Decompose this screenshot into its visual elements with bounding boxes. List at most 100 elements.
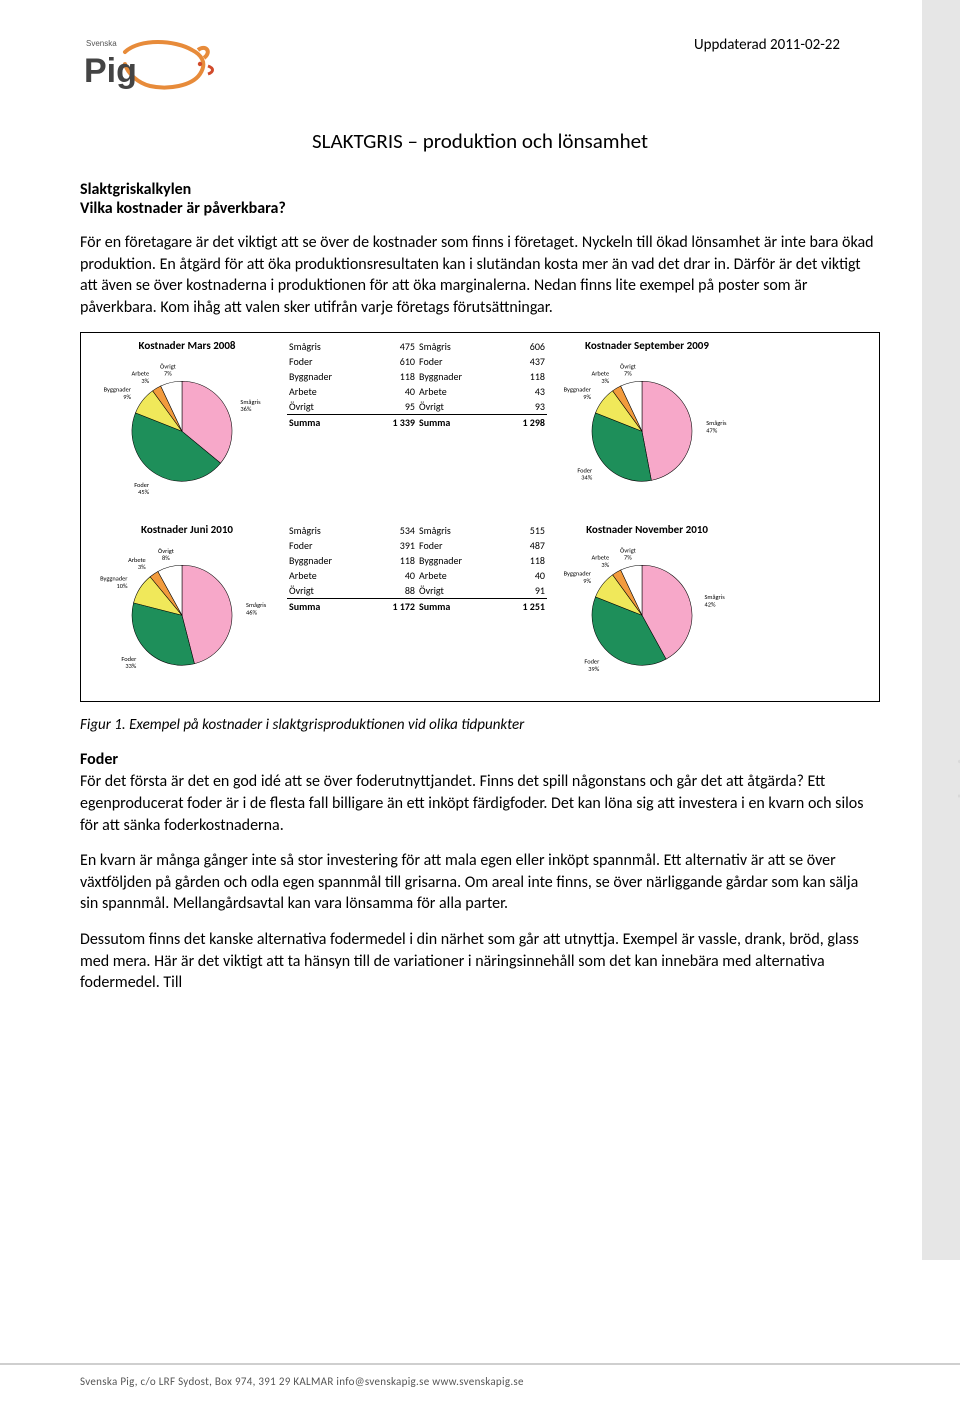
side-url: www.svenskapig.se [952,720,960,907]
svg-text:7%: 7% [624,554,632,562]
pie-panel: Kostnader November 2010 Smågris42%Foder3… [547,523,747,691]
pie-chart-icon: Smågris46%Foder33%Byggnader10%Arbete3%Öv… [87,538,277,688]
cost-value: 91 [500,583,547,599]
cost-value: 487 [500,538,547,553]
cost-table: Smågris606Foder437Byggnader118Arbete43Öv… [417,339,547,507]
cost-value: 118 [370,553,417,568]
pie-title: Kostnader Mars 2008 [87,339,287,352]
cost-value: 391 [370,538,417,553]
pie-title: Kostnader Juni 2010 [87,523,287,536]
logo-top-text: Svenska [86,39,117,48]
cost-label: Smågris [417,523,500,538]
sum-value: 1 298 [500,415,547,431]
svg-text:34%: 34% [581,474,592,482]
pie-title: Kostnader November 2010 [547,523,747,536]
cost-value: 88 [370,583,417,599]
cost-label: Byggnader [287,369,370,384]
figure-caption: Figur 1. Exempel på kostnader i slaktgri… [80,716,880,734]
svg-text:8%: 8% [162,554,170,562]
cost-label: Arbete [417,568,500,583]
cost-label: Arbete [287,568,370,583]
figure-1: Kostnader Mars 2008 Smågris36%Foder45%By… [80,332,880,702]
cost-label: Foder [287,354,370,369]
cost-label: Foder [417,538,500,553]
cost-value: 437 [500,354,547,369]
header: Svenska Pig Uppdaterad 2011-02-22 [80,30,880,100]
pie-panel: Kostnader September 2009 Smågris47%Foder… [547,339,747,507]
cost-value: 515 [500,523,547,538]
cost-label: Smågris [417,339,500,354]
cost-table: Smågris515Foder487Byggnader118Arbete40Öv… [417,523,547,691]
cost-label: Byggnader [417,369,500,384]
svg-text:3%: 3% [601,561,609,569]
subheading-2: Vilka kostnader är påverkbara? [80,199,880,218]
cost-value: 40 [370,568,417,583]
svg-text:3%: 3% [141,377,149,385]
sum-label: Summa [287,415,370,431]
subheading-1: Slaktgriskalkylen [80,180,880,199]
svg-text:45%: 45% [138,488,149,496]
foder-para-3: Dessutom finns det kanske alternativa fo… [80,929,880,994]
sum-label: Summa [417,599,500,615]
svg-text:9%: 9% [123,393,131,401]
cost-label: Övrigt [287,583,370,599]
intro-paragraph: För en företagare är det viktigt att se … [80,232,880,318]
cost-value: 93 [500,399,547,415]
foder-para-1: För det första är det en god idé att se … [80,771,880,836]
cost-label: Foder [287,538,370,553]
pie-chart-icon: Smågris47%Foder34%Byggnader9%Arbete3%Övr… [547,354,737,504]
update-date: Uppdaterad 2011-02-22 [694,36,840,54]
svg-text:9%: 9% [583,393,591,401]
pie-chart-icon: Smågris42%Foder39%Byggnader9%Arbete3%Övr… [547,538,737,688]
pie-chart-icon: Smågris36%Foder45%Byggnader9%Arbete3%Övr… [87,354,277,504]
cost-label: Övrigt [417,583,500,599]
sum-label: Summa [287,599,370,615]
sum-value: 1 251 [500,599,547,615]
cost-value: 606 [500,339,547,354]
svg-text:36%: 36% [240,405,251,413]
cost-label: Foder [417,354,500,369]
sum-value: 1 172 [370,599,417,615]
svg-text:42%: 42% [705,601,716,609]
footer-text: Svenska Pig, c/o LRF Sydost, Box 974, 39… [0,1365,960,1388]
sum-label: Summa [417,415,500,431]
svg-text:3%: 3% [601,377,609,385]
right-rail [922,0,960,1260]
section-foder-heading: Foder [80,750,880,769]
cost-label: Byggnader [287,553,370,568]
svg-text:33%: 33% [125,663,136,671]
cost-value: 118 [370,369,417,384]
svg-text:7%: 7% [164,370,172,378]
foder-para-2: En kvarn är många gånger inte så stor in… [80,850,880,915]
svg-text:46%: 46% [246,609,257,617]
cost-value: 534 [370,523,417,538]
cost-table: Smågris475Foder610Byggnader118Arbete40Öv… [287,339,417,507]
cost-label: Byggnader [417,553,500,568]
pie-title: Kostnader September 2009 [547,339,747,352]
cost-value: 40 [370,384,417,399]
cost-value: 610 [370,354,417,369]
pie-panel: Kostnader Juni 2010 Smågris46%Foder33%By… [87,523,287,691]
cost-label: Övrigt [417,399,500,415]
cost-label: Smågris [287,523,370,538]
pie-panel: Kostnader Mars 2008 Smågris36%Foder45%By… [87,339,287,507]
svg-text:3%: 3% [138,564,146,572]
cost-value: 43 [500,384,547,399]
page: www.svenskapig.se Svenska Pig Uppdaterad… [0,0,960,1406]
cost-table: Smågris534Foder391Byggnader118Arbete40Öv… [287,523,417,691]
logo: Svenska Pig [80,30,220,100]
sum-value: 1 339 [370,415,417,431]
svg-text:9%: 9% [583,577,591,585]
cost-label: Arbete [287,384,370,399]
svg-text:47%: 47% [706,427,717,435]
footer: Svenska Pig, c/o LRF Sydost, Box 974, 39… [0,1363,960,1388]
cost-label: Smågris [287,339,370,354]
pig-logo-icon: Svenska Pig [80,30,220,100]
svg-text:10%: 10% [117,582,128,590]
svg-text:7%: 7% [624,370,632,378]
cost-value: 95 [370,399,417,415]
page-title: SLAKTGRIS – produktion och lönsamhet [80,128,880,154]
svg-text:39%: 39% [588,665,599,673]
cost-label: Arbete [417,384,500,399]
cost-label: Övrigt [287,399,370,415]
